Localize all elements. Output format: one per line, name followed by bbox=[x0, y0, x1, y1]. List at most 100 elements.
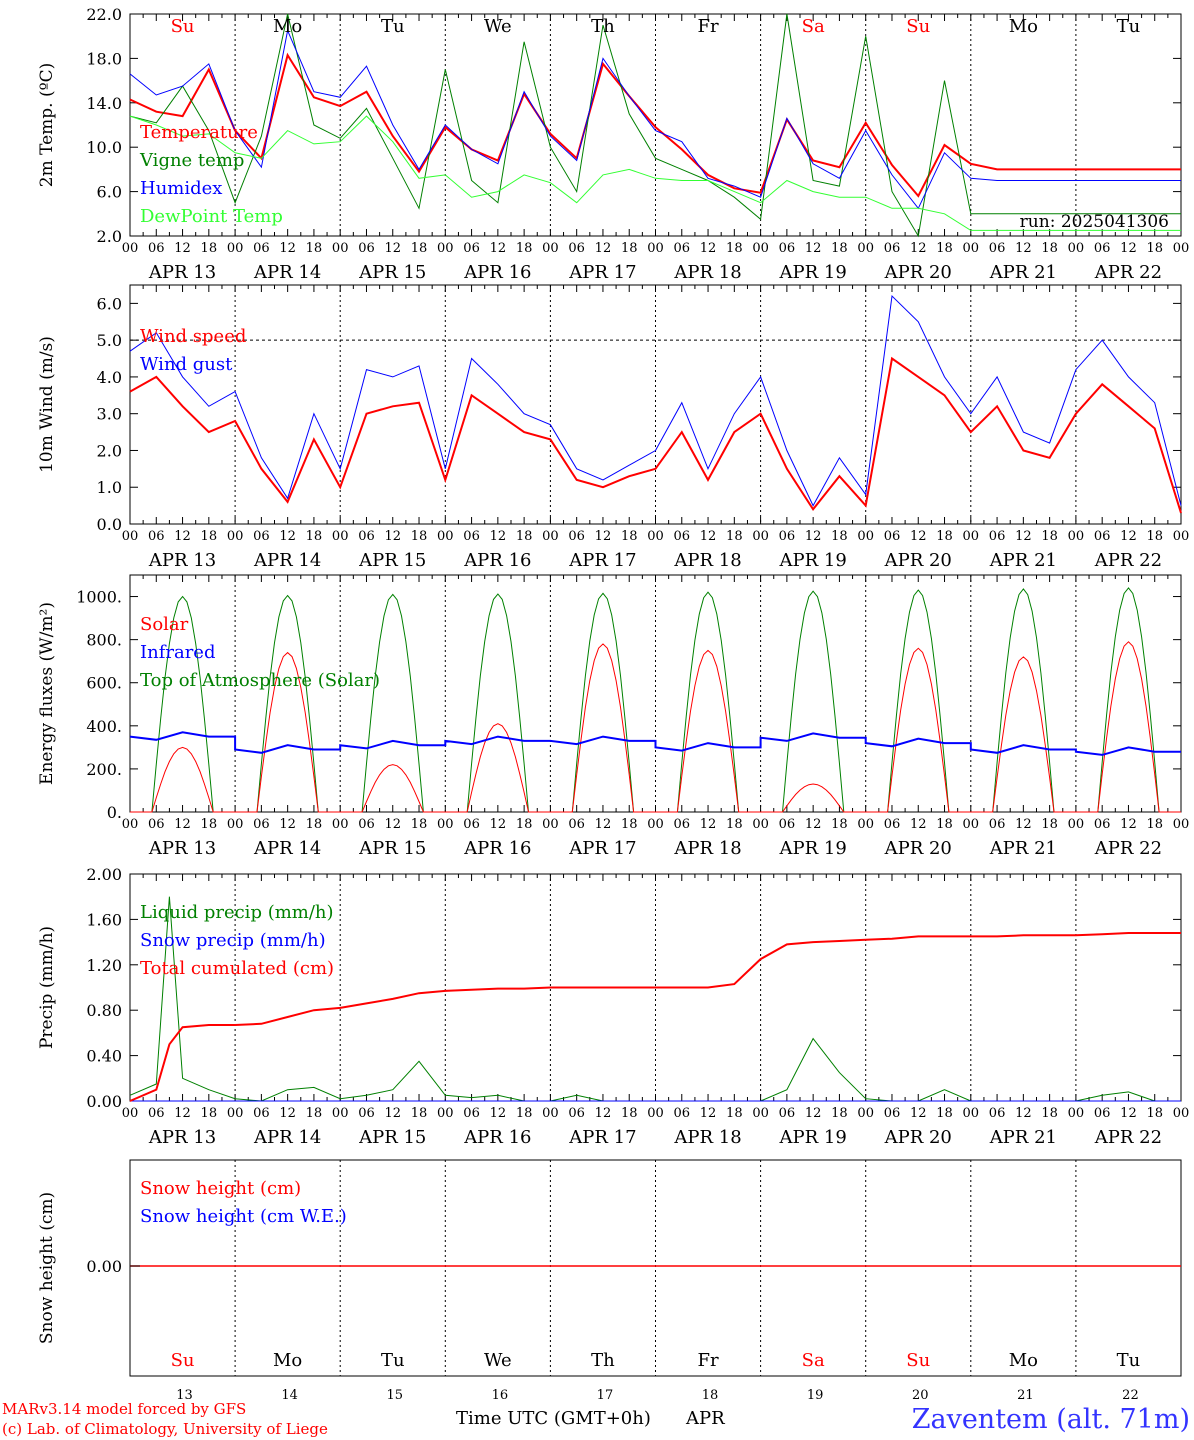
hour-tick-label: 18 bbox=[936, 817, 953, 832]
hour-tick-label: 06 bbox=[674, 241, 691, 256]
hour-tick-label: 18 bbox=[516, 241, 533, 256]
series-line bbox=[129, 52, 1181, 198]
legend-entry: Snow height (cm) bbox=[140, 1178, 301, 1199]
hour-tick-label: 06 bbox=[253, 529, 270, 544]
hour-tick-label: 18 bbox=[1146, 1106, 1163, 1121]
date-label: APR 17 bbox=[568, 550, 636, 571]
hour-tick-label: 12 bbox=[384, 529, 401, 544]
legend-entry: Top of Atmosphere (Solar) bbox=[140, 670, 380, 691]
date-label: APR 13 bbox=[148, 262, 216, 283]
weekday-label: We bbox=[484, 1350, 512, 1371]
y-tick-label: 600. bbox=[86, 674, 122, 693]
hour-tick-label: 00 bbox=[647, 241, 664, 256]
hour-tick-label: 18 bbox=[1041, 241, 1058, 256]
y-tick-label: 0. bbox=[107, 803, 122, 822]
hour-tick-label: 18 bbox=[201, 817, 218, 832]
weekday-label: Th bbox=[591, 16, 615, 37]
weekday-label: Fr bbox=[698, 1350, 719, 1371]
hour-tick-label: 06 bbox=[148, 817, 165, 832]
hour-tick-label: 12 bbox=[174, 817, 191, 832]
weekday-label: Sa bbox=[802, 1350, 825, 1371]
day-number-label: 20 bbox=[912, 1388, 929, 1403]
hour-tick-label: 12 bbox=[1015, 1106, 1032, 1121]
weekday-label: Sa bbox=[802, 16, 825, 37]
hour-tick-label: 12 bbox=[700, 241, 717, 256]
hour-tick-label: 06 bbox=[779, 241, 796, 256]
hour-tick-label: 18 bbox=[726, 241, 743, 256]
y-tick-label: 6.0 bbox=[97, 183, 122, 202]
y-tick-label: 2.0 bbox=[97, 441, 122, 460]
hour-tick-label: 12 bbox=[1120, 1106, 1137, 1121]
hour-tick-label: 12 bbox=[910, 1106, 927, 1121]
weekday-label: Tu bbox=[1117, 16, 1141, 37]
hour-tick-label: 18 bbox=[411, 817, 428, 832]
legend-entry: Temperature bbox=[140, 122, 258, 143]
hour-tick-label: 18 bbox=[726, 529, 743, 544]
y-tick-label: 4.0 bbox=[97, 368, 122, 387]
hour-tick-label: 06 bbox=[568, 529, 585, 544]
day-number-label: 13 bbox=[176, 1388, 193, 1403]
hour-tick-label: 12 bbox=[595, 529, 612, 544]
hour-tick-label: 18 bbox=[621, 241, 638, 256]
y-tick-label: 200. bbox=[86, 760, 122, 779]
y-tick-label: 1.20 bbox=[86, 956, 122, 975]
date-label: APR 20 bbox=[884, 262, 952, 283]
hour-tick-label: 00 bbox=[857, 241, 874, 256]
date-label: APR 13 bbox=[148, 838, 216, 859]
hour-tick-label: 18 bbox=[831, 817, 848, 832]
y-tick-label: 0.80 bbox=[86, 1001, 122, 1020]
date-label: APR 16 bbox=[463, 838, 531, 859]
hour-tick-label: 00 bbox=[332, 817, 349, 832]
date-label: APR 14 bbox=[253, 838, 321, 859]
hour-tick-label: 00 bbox=[647, 817, 664, 832]
date-label: APR 22 bbox=[1094, 550, 1162, 571]
weekday-label: We bbox=[484, 16, 512, 37]
hour-tick-label: 12 bbox=[174, 529, 191, 544]
hour-tick-label: 18 bbox=[306, 529, 323, 544]
hour-tick-label: 12 bbox=[490, 241, 507, 256]
hour-tick-label: 12 bbox=[1015, 241, 1032, 256]
date-label: APR 16 bbox=[463, 262, 531, 283]
y-tick-label: 22.0 bbox=[86, 5, 122, 24]
hour-tick-label: 06 bbox=[568, 817, 585, 832]
hour-tick-label: 00 bbox=[542, 817, 559, 832]
hour-tick-label: 06 bbox=[989, 817, 1006, 832]
hour-tick-label: 18 bbox=[1146, 529, 1163, 544]
weekday-label: Su bbox=[171, 1350, 195, 1371]
hour-tick-label: 18 bbox=[621, 1106, 638, 1121]
hour-tick-label: 06 bbox=[1094, 529, 1111, 544]
date-label: APR 15 bbox=[358, 550, 426, 571]
hour-tick-label: 06 bbox=[989, 529, 1006, 544]
day-number-label: 19 bbox=[807, 1388, 824, 1403]
hour-tick-label: 12 bbox=[910, 529, 927, 544]
y-tick-label: 5.0 bbox=[97, 331, 122, 350]
weekday-label: Th bbox=[591, 1350, 615, 1371]
hour-tick-label: 06 bbox=[674, 529, 691, 544]
hour-tick-label: 18 bbox=[201, 529, 218, 544]
day-number-label: 15 bbox=[386, 1388, 403, 1403]
hour-tick-label: 06 bbox=[1094, 241, 1111, 256]
hour-tick-label: 12 bbox=[700, 817, 717, 832]
hour-tick-label: 18 bbox=[831, 241, 848, 256]
hour-tick-label: 06 bbox=[148, 529, 165, 544]
hour-tick-label: 18 bbox=[411, 241, 428, 256]
hour-tick-label: 12 bbox=[805, 529, 822, 544]
hour-tick-label: 18 bbox=[726, 817, 743, 832]
day-number-label: 18 bbox=[702, 1388, 719, 1403]
hour-tick-label: 00 bbox=[122, 817, 139, 832]
hour-tick-label: 06 bbox=[989, 241, 1006, 256]
hour-tick-label: 12 bbox=[490, 529, 507, 544]
weekday-label: Fr bbox=[698, 16, 719, 37]
hour-tick-label: 18 bbox=[306, 817, 323, 832]
series-line bbox=[129, 356, 1182, 514]
y-tick-label: 2.0 bbox=[97, 227, 122, 246]
y-tick-label: 2.00 bbox=[86, 865, 122, 884]
hour-tick-label: 12 bbox=[174, 241, 191, 256]
hour-tick-label: 12 bbox=[279, 241, 296, 256]
day-number-label: 21 bbox=[1017, 1388, 1034, 1403]
date-label: APR 15 bbox=[358, 262, 426, 283]
date-label: APR 19 bbox=[779, 1127, 847, 1148]
hour-tick-label: 18 bbox=[621, 529, 638, 544]
hour-tick-label: 18 bbox=[831, 529, 848, 544]
date-label: APR 15 bbox=[358, 1127, 426, 1148]
